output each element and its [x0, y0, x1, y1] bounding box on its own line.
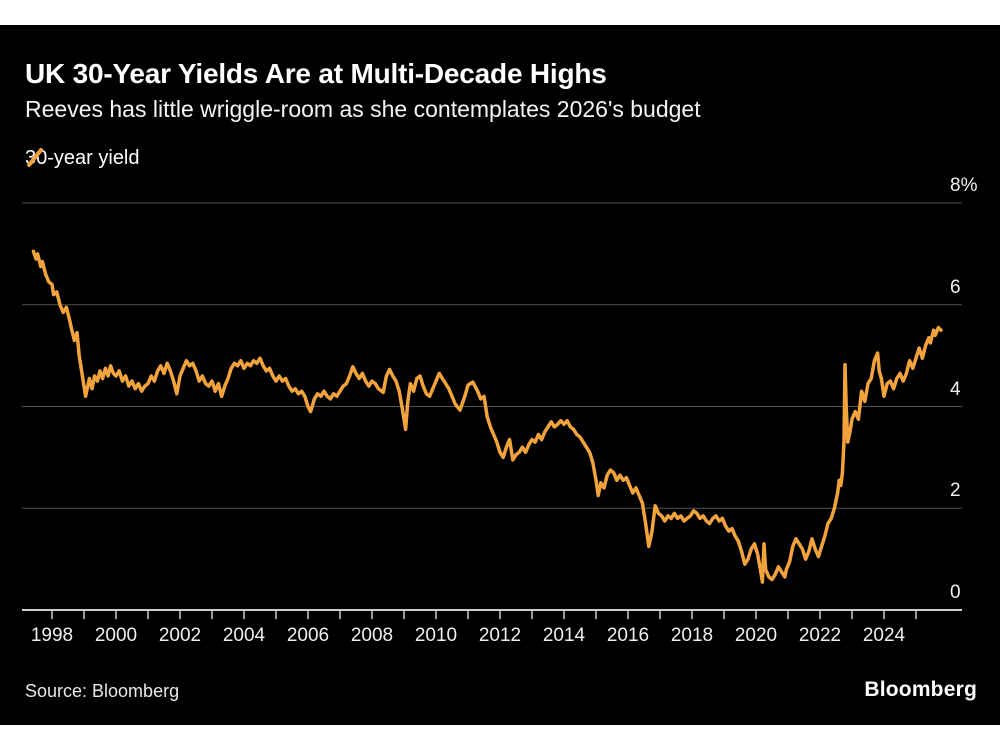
y-tick-label: 2 [950, 480, 961, 502]
x-tick-label: 2004 [222, 625, 266, 646]
x-tick-label: 2002 [158, 625, 202, 646]
line-chart: 8% 6 4 2 0 1998 2000 2002 2004 2006 2008 2010 2012 2… [0, 25, 1000, 725]
x-tick-label: 2008 [350, 625, 394, 646]
x-tick-label: 2024 [862, 625, 906, 646]
y-tick-label: 4 [950, 378, 961, 400]
x-tick-label: 2010 [414, 625, 458, 646]
x-tick-label: 2000 [94, 625, 138, 646]
chart-canvas: UK 30-Year Yields Are at Multi-Decade Hi… [0, 25, 1000, 725]
top-white-band [0, 0, 1000, 25]
y-tick-label: 6 [950, 276, 961, 298]
chart-title: UK 30-Year Yields Are at Multi-Decade Hi… [25, 58, 607, 89]
x-tick-label: 1998 [30, 625, 74, 646]
x-tick-label: 2016 [606, 625, 650, 646]
x-tick-label: 2020 [734, 625, 778, 646]
chart-subtitle: Reeves has little wriggle-room as she co… [25, 96, 701, 122]
legend: 30-year yield [25, 147, 140, 170]
source-note: Source: Bloomberg [25, 681, 180, 701]
y-tick-label: 8% [950, 175, 978, 196]
legend-line-swatch-icon [27, 148, 43, 167]
x-tick-label: 2022 [798, 625, 842, 646]
x-tick-label: 2018 [670, 625, 714, 646]
x-tick-label: 2006 [286, 625, 330, 646]
x-tick-label: 2012 [478, 625, 522, 646]
legend-label: 30-year yield [25, 147, 140, 169]
bloomberg-logo: Bloomberg [864, 678, 977, 701]
y-tick-label: 0 [950, 582, 961, 603]
chart-plot-area [22, 202, 962, 619]
x-tick-label: 2014 [542, 625, 586, 646]
bottom-white-band [0, 725, 1000, 750]
yield-line [31, 249, 943, 584]
